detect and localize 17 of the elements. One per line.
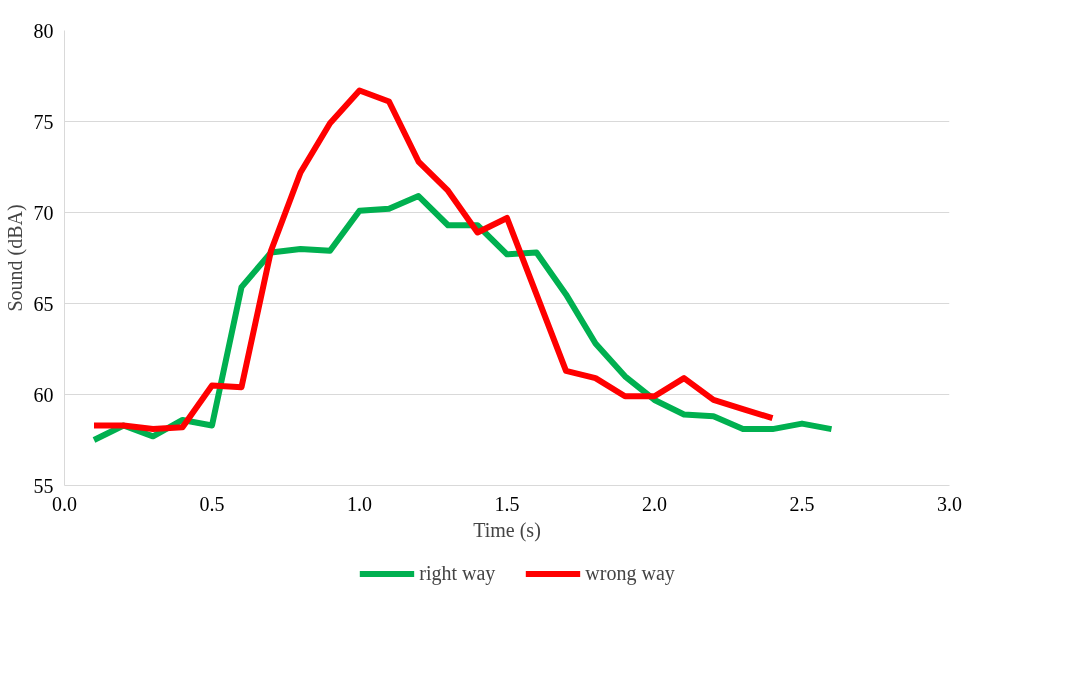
y-tick-label: 55 bbox=[33, 474, 54, 497]
legend-label: wrong way bbox=[585, 561, 675, 585]
x-tick-label: 1.5 bbox=[494, 492, 520, 515]
y-tick-label: 65 bbox=[33, 292, 54, 315]
y-tick-label: 60 bbox=[33, 383, 54, 406]
x-tick-label: 0.5 bbox=[199, 492, 225, 515]
x-tick-label: 3.0 bbox=[937, 492, 962, 515]
x-tick-label: 2.0 bbox=[642, 492, 667, 515]
x-axis-title: Time (s) bbox=[473, 518, 541, 542]
x-tick-label: 0.0 bbox=[52, 492, 77, 515]
x-tick-label: 1.0 bbox=[347, 492, 372, 515]
legend-label: right way bbox=[419, 561, 496, 585]
y-axis-title: Sound (dBA) bbox=[3, 204, 27, 312]
y-tick-label: 80 bbox=[33, 19, 54, 42]
y-tick-label: 70 bbox=[33, 201, 54, 224]
x-tick-label: 2.5 bbox=[789, 492, 815, 515]
y-tick-label: 75 bbox=[33, 110, 54, 133]
